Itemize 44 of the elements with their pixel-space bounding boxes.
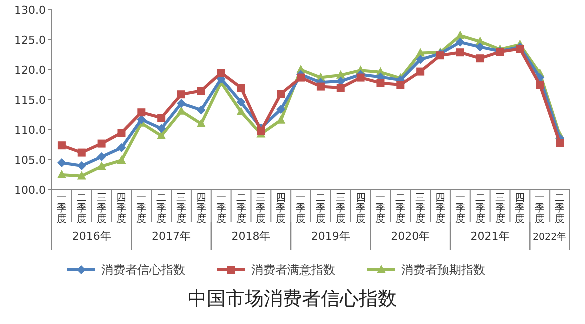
text: 2016年 [72,230,112,243]
x-tick-label: 三季度 [416,193,426,225]
y-tick-label: 110.0 [14,124,46,137]
x-tick-label: 二季度 [156,193,167,225]
y-tick-label: 100.0 [14,184,46,197]
x-tick-label: 四季度 [515,193,526,225]
x-tick-label: 三季度 [176,193,186,225]
text: 2019年 [311,230,350,243]
x-tick-label: 一季度 [535,193,546,225]
text: 2022年 [532,231,568,243]
text: 2021年 [470,230,510,243]
x-tick-label: 一季度 [216,193,226,225]
x-tick-label: 四季度 [356,193,366,225]
x-tick-label: 三季度 [96,193,107,225]
text: 中国市场消费者信心指数 [188,288,397,310]
x-tick-label: 一季度 [136,193,147,225]
y-tick-label: 120.0 [14,64,46,77]
x-tick-label: 三季度 [256,193,266,225]
y-tick-label: 125.0 [14,34,46,47]
x-tick-label: 四季度 [276,193,286,225]
text: 2020年 [391,230,430,243]
x-tick-label: 四季度 [196,193,206,225]
y-tick-label: 130.0 [14,4,46,17]
x-tick-label: 二季度 [475,193,486,225]
x-tick-label: 二季度 [555,193,566,225]
legend-label: 消费者满意指数 [252,263,336,277]
legend-label: 消费者预期指数 [402,263,486,277]
x-tick-label: 四季度 [436,193,446,225]
x-tick-label: 三季度 [336,193,346,225]
x-tick-label: 三季度 [495,193,506,225]
x-tick-label: 二季度 [396,193,406,225]
text: 2018年 [232,230,271,243]
y-tick-label: 105.0 [14,154,46,167]
x-tick-label: 一季度 [56,193,67,225]
y-tick-label: 115.0 [14,94,46,107]
x-tick-label: 一季度 [296,193,306,225]
text: 2017年 [152,230,192,243]
x-tick-label: 二季度 [316,193,326,225]
x-tick-label: 二季度 [76,193,87,225]
x-tick-label: 一季度 [376,193,386,225]
x-tick-label: 四季度 [116,193,127,225]
x-tick-label: 二季度 [236,193,246,225]
x-tick-label: 一季度 [455,193,466,225]
legend-label: 消费者信心指数 [102,263,186,277]
